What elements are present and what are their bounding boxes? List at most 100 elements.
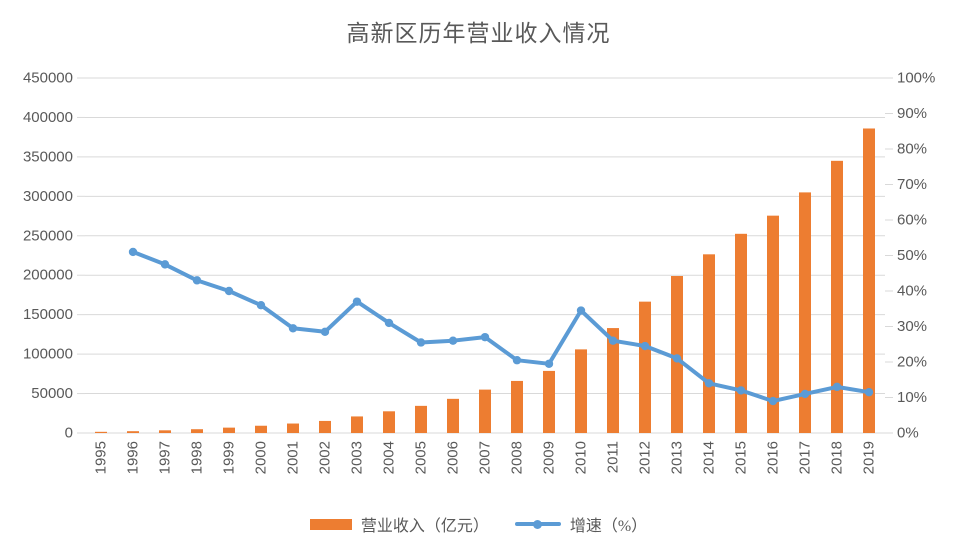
revenue-bar [319,420,331,433]
legend-item-revenue: 营业收入（亿元） [309,512,489,536]
revenue-bar [351,416,363,433]
right-axis-label: 100% [897,70,935,87]
revenue-bar [863,128,875,433]
growth-marker [288,324,298,333]
left-axis-label: 0 [65,425,73,442]
x-axis-label: 2019 [861,441,878,474]
right-axis-label: 40% [897,283,927,300]
revenue-bar [767,215,779,433]
x-axis-label: 1995 [93,441,110,474]
legend-item-growth: 增速（%） [514,512,648,536]
x-axis-label: 2011 [605,441,622,473]
revenue-bar [287,423,299,433]
revenue-bar [799,192,811,433]
right-axis-label: 10% [897,389,927,406]
revenue-bar [447,398,459,433]
x-axis-label: 1996 [125,441,142,474]
x-axis-label: 1998 [189,441,206,474]
growth-marker [672,354,682,363]
revenue-bar [127,431,139,433]
growth-marker [320,327,330,337]
chart-title: 高新区历年营业收入情况 [346,21,611,46]
left-axis-label: 200000 [23,267,73,284]
x-axis-label: 2005 [413,441,430,474]
right-axis-label: 70% [897,176,927,193]
x-axis-label: 2002 [317,441,334,474]
growth-marker [480,332,490,342]
revenue-bar [607,328,619,433]
x-axis-label: 2017 [797,441,814,474]
growth-marker [192,276,202,285]
left-axis-label: 250000 [23,227,73,244]
growth-marker [832,382,842,392]
revenue-bar [639,301,651,433]
left-axis-label: 300000 [23,188,73,205]
x-axis-label: 2007 [477,441,494,474]
growth-marker [608,336,618,345]
x-axis-label: 2009 [541,441,558,474]
right-axis-label: 50% [897,247,927,264]
revenue-bar [159,430,171,433]
x-axis-label: 2012 [637,441,654,474]
growth-marker [640,341,650,351]
x-axis-label: 2015 [733,441,750,474]
revenue-bar [575,349,587,433]
revenue-bar [415,405,427,433]
x-axis-label: 1999 [221,441,238,474]
left-axis-label: 450000 [23,70,73,87]
revenue-bar [831,160,843,434]
x-axis-label: 2008 [509,441,526,474]
growth-marker [864,387,874,397]
growth-marker [160,260,170,269]
revenue-bar [223,427,235,433]
x-axis-label: 2006 [445,441,462,474]
right-axis-label: 30% [897,318,927,335]
revenue-swatch-icon [309,518,352,530]
growth-line [131,249,871,404]
growth-marker-icon [533,519,543,529]
x-axis-label: 2004 [381,441,398,474]
x-axis-label: 2010 [573,441,590,474]
growth-legend-label: 增速（%） [569,518,648,535]
growth-marker [576,306,586,315]
right-axis-label: 20% [897,354,927,371]
growth-marker [416,338,426,347]
growth-marker [256,301,266,310]
growth-line-icon [514,519,561,529]
x-axis-label: 2018 [829,441,846,474]
x-axis-label: 2000 [253,441,270,474]
revenue-bar [383,411,395,433]
revenue-bar [735,233,747,433]
growth-marker [736,386,746,395]
right-axis-label: 90% [897,105,927,122]
revenue-bar [511,380,523,433]
revenue-bar [543,370,555,433]
legend: 营业收入（亿元） 增速（%） [0,511,957,537]
revenue-bar [191,429,203,433]
growth-marker [704,379,714,388]
left-axis-label: 400000 [23,109,73,126]
x-axis-label: 2001 [285,441,302,474]
revenue-bar [95,431,107,433]
growth-marker [800,389,810,399]
revenue-bar [479,389,491,433]
growth-marker [544,359,554,368]
left-axis-label: 50000 [31,385,73,402]
revenue-legend-label: 营业收入（亿元） [360,518,489,535]
right-axis-label: 80% [897,141,927,158]
growth-marker [512,356,522,365]
x-axis-label: 2014 [701,441,718,474]
growth-marker [448,336,458,345]
x-axis-label: 2016 [765,441,782,474]
right-axis-label: 0% [897,425,919,442]
right-axis-label: 60% [897,212,927,229]
revenue-bar [255,425,267,433]
revenue-bar [703,254,715,433]
x-axis-label: 1997 [157,441,174,474]
growth-marker [128,247,138,257]
left-axis-label: 350000 [23,148,73,165]
x-axis-label: 2013 [669,441,686,474]
x-axis-label: 2003 [349,441,366,474]
